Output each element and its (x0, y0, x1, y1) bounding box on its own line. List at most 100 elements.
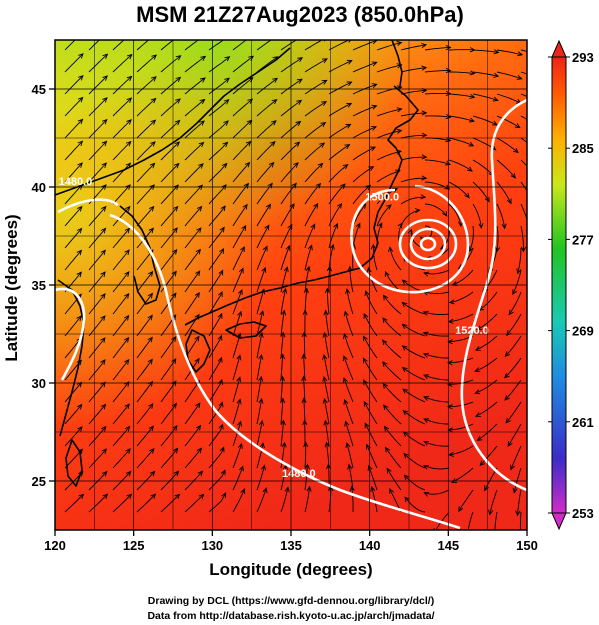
streamline (88, 448, 107, 469)
streamline-arrowhead (77, 96, 84, 103)
streamline-arrowhead (294, 141, 301, 147)
streamline (448, 93, 475, 98)
streamline-arrowhead (423, 491, 430, 497)
streamline (64, 184, 83, 205)
streamline-arrowhead (102, 97, 108, 103)
streamline-arrowhead (258, 353, 264, 360)
streamline (184, 249, 201, 271)
streamline (112, 493, 132, 513)
streamline-arrowhead (364, 290, 370, 297)
streamline-arrowhead (322, 353, 328, 360)
streamline-arrowhead (423, 271, 430, 277)
streamline (452, 269, 474, 286)
streamline-arrowhead (476, 325, 483, 331)
streamline (280, 398, 284, 425)
streamline (160, 493, 180, 513)
streamline-arrowhead (396, 41, 403, 47)
streamline (489, 489, 498, 515)
streamline-arrowhead (124, 249, 130, 256)
streamline-arrowhead (387, 246, 394, 253)
streamline-arrowhead (362, 357, 368, 364)
streamline-arrowhead (218, 423, 224, 430)
streamline (449, 71, 475, 74)
streamline-arrowhead (370, 125, 377, 131)
colorbar-tick-label: 277 (572, 232, 594, 247)
streamline-arrowhead (102, 53, 109, 59)
streamline (88, 141, 107, 161)
streamline (184, 292, 200, 315)
streamline-arrowhead (285, 244, 291, 251)
streamline-arrowhead (397, 222, 403, 229)
streamline-arrowhead (147, 270, 154, 277)
streamline (136, 271, 153, 293)
streamline-arrowhead (484, 196, 490, 203)
streamline-arrowhead (445, 160, 452, 166)
contour-1480-west (55, 287, 86, 381)
streamline (475, 401, 498, 417)
streamline (352, 203, 367, 227)
streamline (64, 97, 84, 117)
streamline-arrowhead (245, 140, 252, 147)
streamline-arrowhead (447, 318, 454, 324)
streamline-arrowhead (77, 403, 83, 410)
y-axis-label: Latitude (degrees) (2, 214, 21, 361)
streamline-arrowhead (279, 375, 285, 382)
streamline (280, 162, 299, 183)
streamline (384, 426, 402, 447)
streamline (496, 71, 522, 80)
streamline-arrowhead (444, 184, 451, 190)
streamline-arrowhead (242, 203, 248, 210)
streamline-arrowhead (124, 403, 130, 410)
streamline-arrowhead (371, 61, 378, 67)
streamline-arrowhead (301, 353, 307, 360)
streamline (458, 489, 474, 512)
streamline-arrowhead (295, 120, 302, 127)
streamline (423, 353, 449, 359)
streamline (136, 141, 156, 161)
streamline (256, 120, 277, 139)
streamline-arrowhead (149, 162, 156, 169)
streamline-arrowhead (258, 375, 264, 382)
streamline (88, 493, 108, 513)
streamline (88, 359, 106, 381)
streamline (136, 98, 157, 117)
streamline (352, 185, 371, 205)
contour-label: 1520.0 (455, 325, 489, 337)
streamline-arrowhead (346, 102, 353, 108)
streamline-arrowhead (100, 359, 106, 365)
streamline-arrowhead (101, 184, 107, 190)
streamline (449, 291, 474, 304)
streamline (64, 315, 82, 337)
streamline-arrowhead (368, 166, 375, 172)
streamline-arrowhead (401, 323, 408, 330)
streamline-arrowhead (100, 403, 107, 410)
streamline-arrowhead (343, 310, 349, 317)
streamline-arrowhead (530, 199, 534, 204)
streamline-arrowhead (383, 425, 390, 432)
streamline (280, 40, 297, 51)
streamline-arrowhead (78, 493, 85, 500)
streamline-arrowhead (474, 389, 481, 395)
streamline (184, 270, 201, 293)
streamline-arrowhead (301, 375, 307, 382)
streamline (136, 76, 157, 95)
streamline-arrowhead (384, 270, 390, 277)
streamline (280, 203, 295, 227)
streamline (403, 410, 426, 425)
streamline-arrowhead (76, 271, 82, 278)
streamline-arrowhead (195, 402, 201, 409)
streamline-arrowhead (125, 470, 132, 477)
streamline (304, 142, 325, 161)
streamline-arrowhead (218, 401, 224, 408)
streamline (184, 163, 204, 183)
streamline (520, 115, 527, 120)
streamline (112, 426, 130, 447)
streamline (496, 181, 512, 204)
streamline (520, 203, 527, 222)
streamline-arrowhead (538, 125, 543, 129)
streamline-arrowhead (125, 448, 131, 454)
streamline-arrowhead (237, 442, 243, 449)
streamline-arrowhead (126, 119, 132, 125)
streamline-arrowhead (124, 425, 131, 432)
streamline-arrowhead (342, 163, 349, 170)
